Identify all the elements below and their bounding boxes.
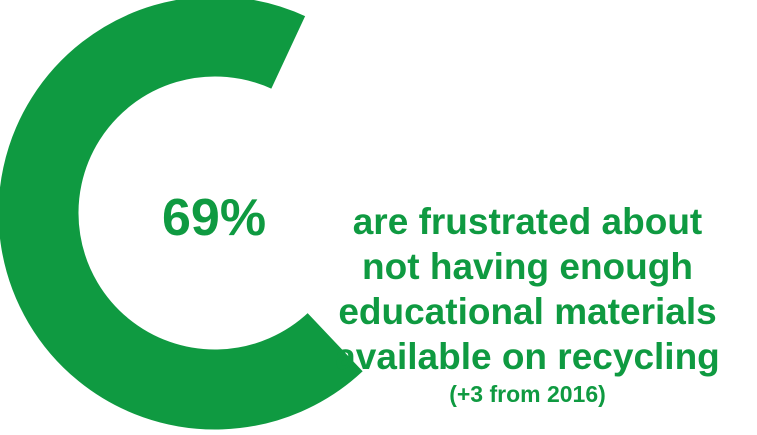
caption-line-1: are frustrated about <box>352 201 703 242</box>
percentage-value: 69% <box>162 189 267 247</box>
caption-change-note: (+3 from 2016) <box>449 381 606 407</box>
caption-line-4: available on recycling <box>335 336 720 377</box>
caption: are frustrated about not having enough e… <box>300 199 755 409</box>
caption-line-3: educational materials <box>338 291 717 332</box>
caption-line-2: not having enough <box>362 246 693 287</box>
donut-slice-69 <box>0 0 367 433</box>
